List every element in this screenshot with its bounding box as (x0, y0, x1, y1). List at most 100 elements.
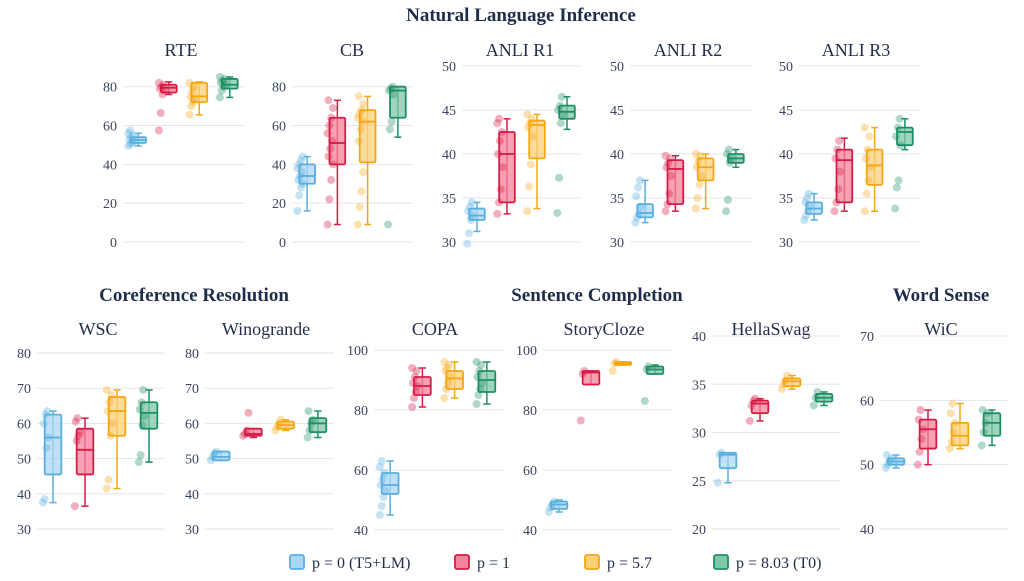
data-point (359, 100, 368, 109)
box (220, 78, 239, 90)
y-tick-label: 60 (860, 394, 874, 409)
data-point (42, 444, 51, 453)
data-point (634, 183, 643, 192)
box (75, 427, 95, 476)
data-point (441, 367, 450, 375)
data-point (303, 433, 312, 442)
data-point (722, 150, 731, 158)
data-point (725, 158, 734, 167)
y-tick-label: 50 (442, 60, 456, 75)
data-point (160, 86, 169, 95)
y-tick-label: 20 (272, 197, 286, 212)
y-tick-label: 60 (103, 120, 117, 135)
data-point (127, 133, 136, 142)
data-point (811, 393, 820, 402)
data-point (478, 379, 487, 387)
box-p-1 (239, 408, 263, 440)
data-point (444, 361, 453, 369)
box-p-5-7 (102, 385, 127, 493)
data-point (896, 141, 905, 150)
data-point (385, 125, 394, 134)
data-point (981, 418, 990, 427)
data-point (580, 367, 589, 375)
data-point (216, 78, 225, 87)
box-p-5-7 (608, 358, 633, 375)
data-point (916, 405, 925, 414)
box (308, 417, 328, 434)
data-point (326, 144, 335, 153)
data-point (217, 86, 226, 95)
box (328, 116, 347, 166)
data-point (159, 80, 168, 89)
panel-title: CB (340, 40, 364, 60)
y-tick-label: 40 (610, 148, 624, 163)
legend-swatch (454, 554, 470, 570)
data-point (73, 414, 82, 423)
data-point (388, 82, 397, 91)
y-tick-label: 45 (610, 104, 624, 119)
data-point (463, 239, 472, 248)
data-point (273, 422, 282, 431)
panel-cb: CB 0 20 40 60 80 (272, 40, 413, 251)
box-p-8-03-t0- (722, 145, 745, 216)
data-point (751, 394, 760, 403)
data-point (328, 104, 337, 113)
data-point (468, 211, 477, 220)
data-point (297, 168, 306, 177)
data-point (271, 426, 280, 435)
data-point (724, 145, 733, 154)
box-p-5-7 (860, 123, 884, 216)
data-point (894, 176, 903, 185)
data-point (662, 163, 671, 172)
y-tick-label: 40 (523, 524, 537, 539)
data-point (722, 207, 731, 216)
data-point (358, 117, 367, 126)
box-p-8-03-t0- (384, 82, 407, 229)
y-tick-label: 60 (272, 120, 286, 135)
box-p-0-t5-lm- (206, 447, 231, 465)
data-point (389, 90, 398, 99)
data-point (883, 460, 892, 469)
panel-anli-r2: ANLI R2 30 35 40 45 50 (610, 40, 751, 251)
box (718, 451, 738, 470)
box-p-0-t5-lm- (713, 448, 738, 487)
data-point (694, 157, 703, 166)
panel-wsc: WSC 30 40 50 60 70 80 (17, 319, 165, 538)
data-point (861, 154, 870, 163)
data-point (801, 198, 810, 207)
box (298, 163, 316, 185)
data-point (866, 163, 875, 172)
y-tick-label: 35 (442, 192, 456, 207)
data-point (324, 152, 333, 161)
data-point (355, 109, 364, 118)
data-point (409, 394, 418, 402)
data-point (913, 460, 922, 469)
y-tick-label: 80 (272, 81, 286, 96)
data-point (39, 419, 48, 428)
y-tick-label: 40 (185, 488, 199, 503)
data-point (983, 409, 992, 418)
data-point (355, 203, 364, 212)
data-point (663, 200, 672, 209)
data-point (208, 452, 217, 461)
y-tick-label: 100 (347, 344, 368, 359)
box-p-5-7 (777, 371, 802, 394)
box (835, 148, 854, 204)
y-tick-label: 50 (610, 60, 624, 75)
data-point (154, 126, 163, 135)
data-point (107, 391, 116, 400)
data-point (979, 428, 988, 437)
data-point (472, 358, 481, 366)
legend-item: p = 1 (454, 554, 510, 572)
data-point (802, 211, 811, 220)
panel-anli-r1: ANLI R1 30 35 40 45 50 (442, 40, 582, 251)
data-point (777, 385, 786, 394)
box-p-8-03-t0- (303, 407, 328, 442)
data-point (723, 195, 732, 204)
data-point (495, 114, 504, 123)
data-point (831, 154, 840, 163)
y-tick-label: 50 (17, 453, 31, 468)
data-point (295, 191, 304, 200)
data-point (887, 454, 896, 463)
panel-title: ANLI R2 (654, 40, 723, 60)
